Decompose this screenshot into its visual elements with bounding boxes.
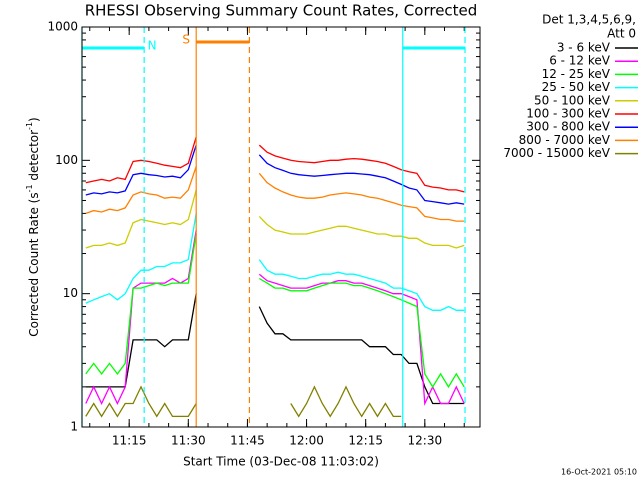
legend-label: 100 - 300 keV bbox=[526, 107, 610, 121]
x-tick-label: 11:30 bbox=[171, 434, 206, 448]
legend-label: 7000 - 15000 keV bbox=[503, 146, 610, 160]
y-tick-label: 100 bbox=[55, 153, 78, 167]
interval-label: S bbox=[182, 33, 190, 47]
footer: 16-Oct-2021 05:10 bbox=[561, 468, 637, 477]
x-tick-label: 12:30 bbox=[408, 434, 443, 448]
legend-label: 6 - 12 keV bbox=[549, 54, 611, 68]
chart-title: RHESSI Observing Summary Count Rates, Co… bbox=[85, 2, 478, 20]
y-tick-label: 1 bbox=[70, 420, 78, 434]
y-axis-label-part: ) bbox=[27, 117, 41, 122]
data-line bbox=[85, 189, 465, 249]
x-axis-label: Start Time (03-Dec-08 11:03:02) bbox=[183, 455, 379, 469]
x-tick-label: 12:15 bbox=[348, 434, 383, 448]
plot-frame bbox=[81, 26, 481, 428]
legend-label: 50 - 100 keV bbox=[534, 93, 611, 107]
y-axis-label-part: -1 bbox=[25, 184, 34, 192]
data-line bbox=[85, 385, 402, 418]
data-line bbox=[85, 229, 465, 406]
legend-label: 12 - 25 keV bbox=[542, 67, 611, 81]
data-line bbox=[85, 136, 465, 193]
x-tick-label: 12:00 bbox=[289, 434, 324, 448]
y-axis-label: Corrected Count Rate (s-1 detector-1) bbox=[25, 117, 41, 336]
legend-label: 300 - 800 keV bbox=[526, 120, 610, 134]
y-tick-label: 10 bbox=[63, 286, 78, 300]
legend-label: 800 - 7000 keV bbox=[519, 133, 611, 147]
data-line bbox=[85, 233, 465, 389]
x-tick-label: 11:45 bbox=[230, 434, 265, 448]
legend-title: Det 1,3,4,5,6,9, bbox=[542, 13, 636, 27]
x-tick-label: 11:15 bbox=[112, 434, 147, 448]
legend-title: Att 0 bbox=[607, 27, 636, 41]
y-axis-label-part: -1 bbox=[25, 122, 34, 130]
interval-label: N bbox=[148, 39, 157, 53]
y-tick-label: 1000 bbox=[47, 20, 78, 34]
legend-label: 25 - 50 keV bbox=[542, 80, 611, 94]
data-line bbox=[85, 293, 465, 405]
data-line bbox=[85, 166, 465, 222]
data-line bbox=[85, 144, 465, 205]
y-axis-label-part: Corrected Count Rate (s bbox=[27, 192, 41, 336]
data-line bbox=[85, 213, 465, 311]
y-axis-label-part: detector bbox=[27, 130, 41, 185]
legend-label: 3 - 6 keV bbox=[557, 41, 611, 55]
